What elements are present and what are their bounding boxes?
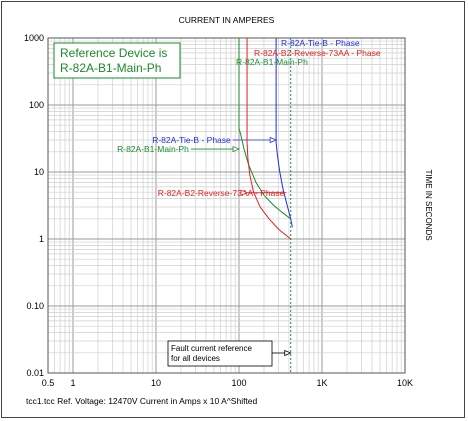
y-axis-label: TIME IN SECONDS xyxy=(424,169,433,240)
series-label: R-82A-Tie-B - Phase xyxy=(152,135,231,145)
series-arrow xyxy=(232,145,241,153)
y-tick-label: 0.01 xyxy=(26,368,44,378)
series-top-label: R-82A-B2-Reverse-73AA - Phase xyxy=(254,48,381,58)
x-tick-label: 10K xyxy=(397,378,413,388)
y-tick-label: 0.10 xyxy=(26,301,44,311)
series-label: R-82A-B2-Reverse-73AA - Phase xyxy=(158,188,285,198)
reference-box-line2: R-82A-B1-Main-Ph xyxy=(60,61,161,75)
reference-box-line1: Reference Device is xyxy=(60,46,167,60)
plot-area xyxy=(48,38,405,373)
series-top-label: R-82A-B1-Main-Ph xyxy=(236,57,308,67)
series-curve xyxy=(238,38,292,220)
series-label: R-82A-B1-Main-Ph xyxy=(117,144,189,154)
series-arrow xyxy=(269,136,278,144)
fault-note-box xyxy=(167,340,273,367)
y-tick-label: 1 xyxy=(39,234,44,244)
x-tick-label: 1 xyxy=(70,378,75,388)
reference-box xyxy=(53,42,181,79)
chart-title: CURRENT IN AMPERES xyxy=(179,15,275,25)
x-tick-label: 0.5 xyxy=(42,378,55,388)
chart-footer: tcc1.tcc Ref. Voltage: 12470V Current in… xyxy=(26,396,258,406)
x-tick-label: 1K xyxy=(316,378,327,388)
fault-note-line1: Fault current reference xyxy=(171,344,252,353)
series-arrow xyxy=(240,189,249,196)
y-tick-label: 10 xyxy=(34,167,44,177)
series-curve xyxy=(246,38,292,240)
fault-note-line2: for all devices xyxy=(171,354,220,363)
y-tick-label: 1000 xyxy=(24,33,44,43)
series-top-label: R-82A-Tie-B - Phase xyxy=(281,38,360,48)
x-tick-label: 10 xyxy=(151,378,161,388)
series-curve xyxy=(275,38,293,228)
fault-note-arrow xyxy=(284,349,292,357)
x-tick-label: 100 xyxy=(231,378,246,388)
plot-border xyxy=(47,37,406,374)
y-tick-label: 100 xyxy=(29,100,44,110)
